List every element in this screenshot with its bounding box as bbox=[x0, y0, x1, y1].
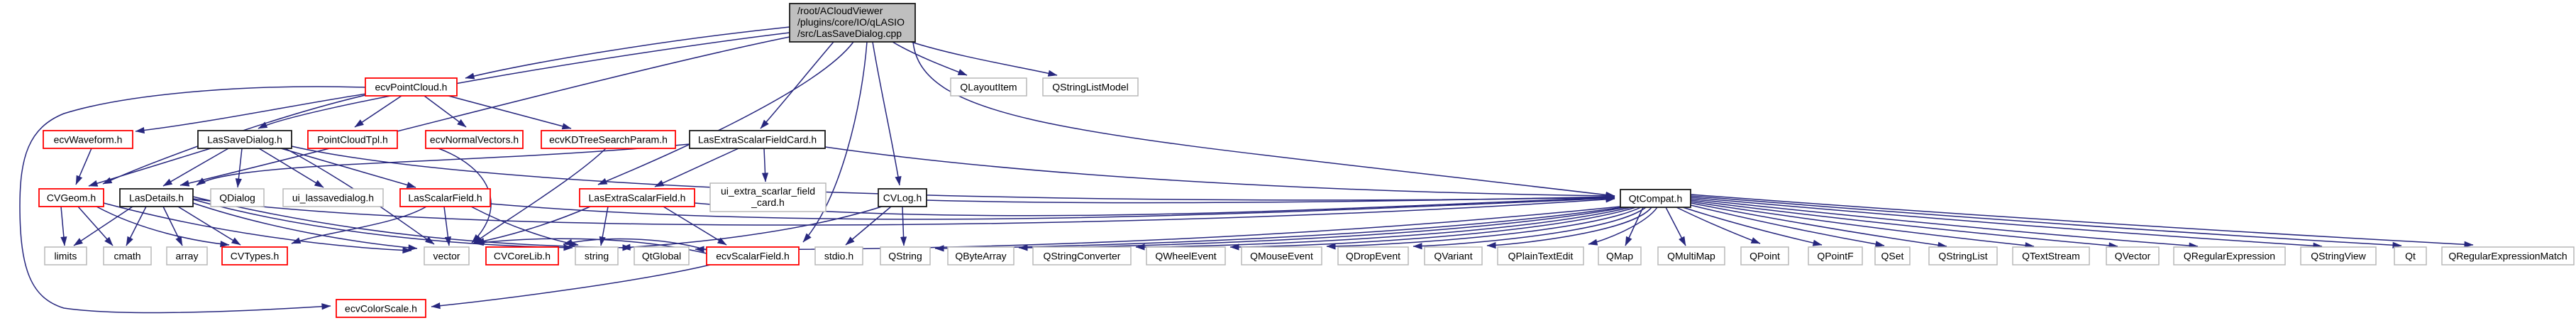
svg-text:CVTypes.h: CVTypes.h bbox=[231, 251, 279, 262]
svg-text:string: string bbox=[585, 251, 609, 262]
svg-text:PointCloudTpl.h: PointCloudTpl.h bbox=[317, 134, 388, 146]
svg-text:QPlainTextEdit: QPlainTextEdit bbox=[1508, 251, 1574, 262]
svg-text:QPoint: QPoint bbox=[1749, 251, 1780, 262]
svg-text:QRegularExpressionMatch: QRegularExpressionMatch bbox=[2448, 251, 2567, 262]
svg-text:/plugins/core/IO/qLASIO: /plugins/core/IO/qLASIO bbox=[797, 16, 905, 28]
svg-text:QDropEvent: QDropEvent bbox=[1346, 251, 1400, 262]
svg-text:/src/LasSaveDialog.cpp: /src/LasSaveDialog.cpp bbox=[797, 28, 902, 39]
svg-text:QTextStream: QTextStream bbox=[2022, 251, 2080, 262]
svg-text:ui_lassavedialog.h: ui_lassavedialog.h bbox=[292, 192, 374, 204]
svg-text:LasScalarField.h: LasScalarField.h bbox=[408, 192, 482, 204]
svg-text:CVLog.h: CVLog.h bbox=[883, 192, 922, 204]
svg-text:LasSaveDialog.h: LasSaveDialog.h bbox=[207, 134, 282, 146]
svg-text:CVCoreLib.h: CVCoreLib.h bbox=[494, 251, 551, 262]
svg-text:LasExtraScalarField.h: LasExtraScalarField.h bbox=[589, 192, 686, 204]
svg-text:QVariant: QVariant bbox=[1434, 251, 1472, 262]
svg-text:QLayoutItem: QLayoutItem bbox=[960, 82, 1017, 93]
svg-text:ui_extra_scarlar_field: ui_extra_scarlar_field bbox=[721, 185, 815, 197]
svg-text:_card.h: _card.h bbox=[751, 197, 785, 208]
svg-text:ecvColorScale.h: ecvColorScale.h bbox=[345, 303, 417, 314]
svg-text:QStringListModel: QStringListModel bbox=[1052, 82, 1128, 93]
svg-text:QStringView: QStringView bbox=[2311, 251, 2366, 262]
svg-text:Qt: Qt bbox=[2405, 251, 2416, 262]
svg-text:cmath: cmath bbox=[114, 251, 140, 262]
svg-text:ecvWaveform.h: ecvWaveform.h bbox=[54, 134, 123, 146]
svg-text:QMouseEvent: QMouseEvent bbox=[1250, 251, 1313, 262]
svg-text:CVGeom.h: CVGeom.h bbox=[47, 192, 96, 204]
svg-text:ecvNormalVectors.h: ecvNormalVectors.h bbox=[430, 134, 519, 146]
svg-text:ecvKDTreeSearchParam.h: ecvKDTreeSearchParam.h bbox=[549, 134, 668, 146]
svg-text:QSet: QSet bbox=[1881, 251, 1904, 262]
svg-text:stdio.h: stdio.h bbox=[824, 251, 853, 262]
svg-text:LasExtraScalarFieldCard.h: LasExtraScalarFieldCard.h bbox=[698, 134, 817, 146]
svg-text:vector: vector bbox=[433, 251, 460, 262]
svg-text:limits: limits bbox=[55, 251, 77, 262]
svg-text:ecvPointCloud.h: ecvPointCloud.h bbox=[375, 82, 448, 93]
svg-text:QMap: QMap bbox=[1606, 251, 1633, 262]
svg-text:QPointF: QPointF bbox=[1817, 251, 1853, 262]
svg-text:array: array bbox=[176, 251, 199, 262]
svg-text:QByteArray: QByteArray bbox=[955, 251, 1006, 262]
svg-text:QStringConverter: QStringConverter bbox=[1044, 251, 1121, 262]
svg-text:ecvScalarField.h: ecvScalarField.h bbox=[716, 251, 790, 262]
svg-text:LasDetails.h: LasDetails.h bbox=[129, 192, 184, 204]
svg-text:QStringList: QStringList bbox=[1938, 251, 1987, 262]
svg-text:QVector: QVector bbox=[2115, 251, 2151, 262]
svg-text:QRegularExpression: QRegularExpression bbox=[2184, 251, 2275, 262]
svg-text:/root/ACloudViewer: /root/ACloudViewer bbox=[797, 5, 883, 16]
svg-text:QtGlobal: QtGlobal bbox=[642, 251, 681, 262]
svg-text:QMultiMap: QMultiMap bbox=[1667, 251, 1715, 262]
svg-text:QDialog: QDialog bbox=[219, 192, 255, 204]
svg-text:QWheelEvent: QWheelEvent bbox=[1155, 251, 1216, 262]
svg-text:QString: QString bbox=[888, 251, 922, 262]
svg-text:QtCompat.h: QtCompat.h bbox=[1629, 193, 1682, 204]
